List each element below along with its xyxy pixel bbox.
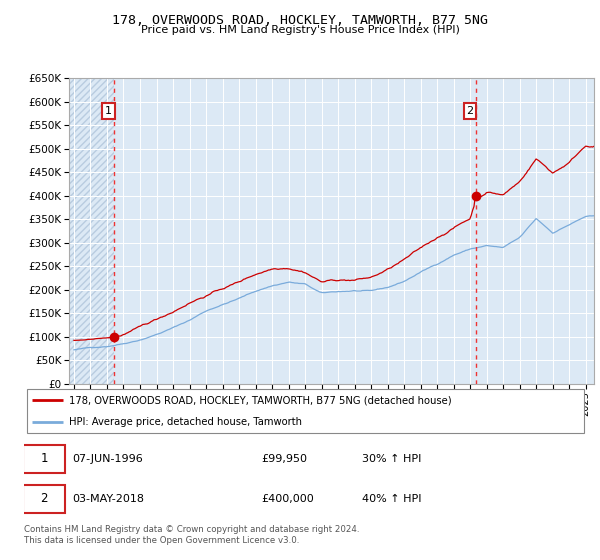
Text: 2: 2 xyxy=(466,106,473,116)
Text: 07-JUN-1996: 07-JUN-1996 xyxy=(72,454,143,464)
Text: 03-MAY-2018: 03-MAY-2018 xyxy=(72,494,144,504)
Text: 30% ↑ HPI: 30% ↑ HPI xyxy=(362,454,422,464)
Text: £99,950: £99,950 xyxy=(261,454,307,464)
Text: Price paid vs. HM Land Registry's House Price Index (HPI): Price paid vs. HM Land Registry's House … xyxy=(140,25,460,35)
FancyBboxPatch shape xyxy=(27,389,584,433)
FancyBboxPatch shape xyxy=(23,484,65,513)
Text: 178, OVERWOODS ROAD, HOCKLEY, TAMWORTH, B77 5NG: 178, OVERWOODS ROAD, HOCKLEY, TAMWORTH, … xyxy=(112,14,488,27)
Text: 2: 2 xyxy=(40,492,48,505)
Text: £400,000: £400,000 xyxy=(261,494,314,504)
FancyBboxPatch shape xyxy=(23,445,65,473)
Text: 1: 1 xyxy=(105,106,112,116)
Text: Contains HM Land Registry data © Crown copyright and database right 2024.
This d: Contains HM Land Registry data © Crown c… xyxy=(24,525,359,545)
Text: 40% ↑ HPI: 40% ↑ HPI xyxy=(362,494,422,504)
Text: HPI: Average price, detached house, Tamworth: HPI: Average price, detached house, Tamw… xyxy=(69,417,302,427)
Text: 178, OVERWOODS ROAD, HOCKLEY, TAMWORTH, B77 5NG (detached house): 178, OVERWOODS ROAD, HOCKLEY, TAMWORTH, … xyxy=(69,395,452,405)
Text: 1: 1 xyxy=(40,452,48,465)
